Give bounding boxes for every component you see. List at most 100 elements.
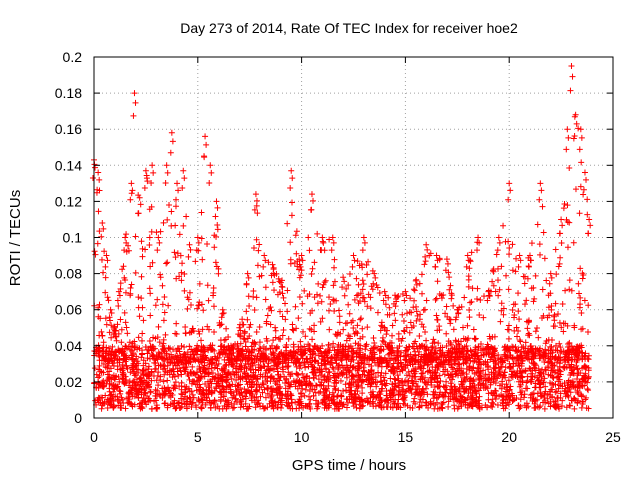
data-point	[460, 351, 467, 358]
data-point	[181, 383, 188, 390]
data-point	[463, 343, 470, 350]
data-point	[147, 263, 154, 270]
data-point	[336, 313, 343, 320]
data-point	[148, 347, 155, 354]
data-point	[490, 378, 497, 385]
data-point	[517, 348, 524, 355]
data-point	[532, 328, 539, 335]
data-point	[112, 327, 119, 334]
data-point	[133, 386, 140, 393]
data-point	[477, 296, 484, 303]
data-point	[101, 248, 108, 255]
data-point	[578, 404, 585, 411]
data-point	[287, 256, 294, 263]
data-point	[509, 354, 516, 361]
data-point	[197, 375, 204, 382]
data-point	[106, 400, 113, 407]
data-point	[100, 383, 107, 390]
data-point	[462, 387, 469, 394]
data-point	[287, 349, 294, 356]
data-point	[439, 344, 446, 351]
data-point	[235, 331, 242, 338]
data-point	[554, 366, 561, 373]
y-tick-label: 0.12	[55, 193, 82, 209]
data-point	[373, 394, 380, 401]
data-point	[299, 300, 306, 307]
data-point	[389, 322, 396, 329]
data-point	[393, 403, 400, 410]
data-point	[305, 382, 312, 389]
data-point	[324, 394, 331, 401]
data-point	[480, 314, 487, 321]
data-point	[97, 315, 104, 322]
data-point	[584, 211, 591, 218]
data-point	[417, 311, 424, 318]
data-point	[341, 278, 348, 285]
data-point	[232, 341, 239, 348]
data-point	[515, 360, 522, 367]
data-point	[250, 339, 257, 346]
data-point	[506, 251, 513, 258]
data-point	[549, 353, 556, 360]
data-point	[152, 392, 159, 399]
data-point	[204, 240, 211, 247]
data-point	[564, 202, 571, 209]
data-point	[412, 373, 419, 380]
data-point	[321, 279, 328, 286]
data-point	[147, 312, 154, 319]
data-point	[360, 364, 367, 371]
data-point	[153, 377, 160, 384]
data-point	[350, 379, 357, 386]
data-point	[387, 375, 394, 382]
data-point	[336, 405, 343, 412]
data-point	[136, 194, 143, 201]
data-point	[306, 401, 313, 408]
data-point	[292, 379, 299, 386]
data-point	[548, 343, 555, 350]
data-point	[416, 399, 423, 406]
data-point	[351, 296, 358, 303]
data-point	[461, 374, 468, 381]
data-point	[394, 400, 401, 407]
data-point	[219, 306, 226, 313]
data-point	[429, 340, 436, 347]
data-point	[399, 367, 406, 374]
data-point	[422, 379, 429, 386]
data-point	[310, 392, 317, 399]
data-point	[91, 248, 98, 255]
data-point	[224, 401, 231, 408]
data-point	[265, 360, 272, 367]
data-point	[195, 239, 202, 246]
data-point	[217, 343, 224, 350]
data-point	[357, 290, 364, 297]
data-point	[332, 385, 339, 392]
data-point	[262, 394, 269, 401]
data-point	[345, 282, 352, 289]
data-point	[344, 348, 351, 355]
data-point	[119, 266, 126, 273]
data-point	[458, 303, 465, 310]
data-point	[94, 186, 101, 193]
data-point	[489, 278, 496, 285]
data-point	[326, 307, 333, 314]
data-point	[122, 373, 129, 380]
data-point	[566, 347, 573, 354]
data-point	[491, 353, 498, 360]
data-point	[559, 222, 566, 229]
data-point	[154, 296, 161, 303]
data-point	[373, 345, 380, 352]
data-point	[549, 373, 556, 380]
data-point	[215, 270, 222, 277]
data-point	[214, 365, 221, 372]
data-point	[470, 326, 477, 333]
data-point	[420, 324, 427, 331]
data-point	[230, 392, 237, 399]
data-point	[227, 371, 234, 378]
data-point	[115, 330, 122, 337]
data-point	[106, 314, 113, 321]
y-tick-label: 0.18	[55, 85, 82, 101]
data-point	[245, 274, 252, 281]
data-point	[433, 356, 440, 363]
data-point	[338, 369, 345, 376]
data-point	[431, 391, 438, 398]
